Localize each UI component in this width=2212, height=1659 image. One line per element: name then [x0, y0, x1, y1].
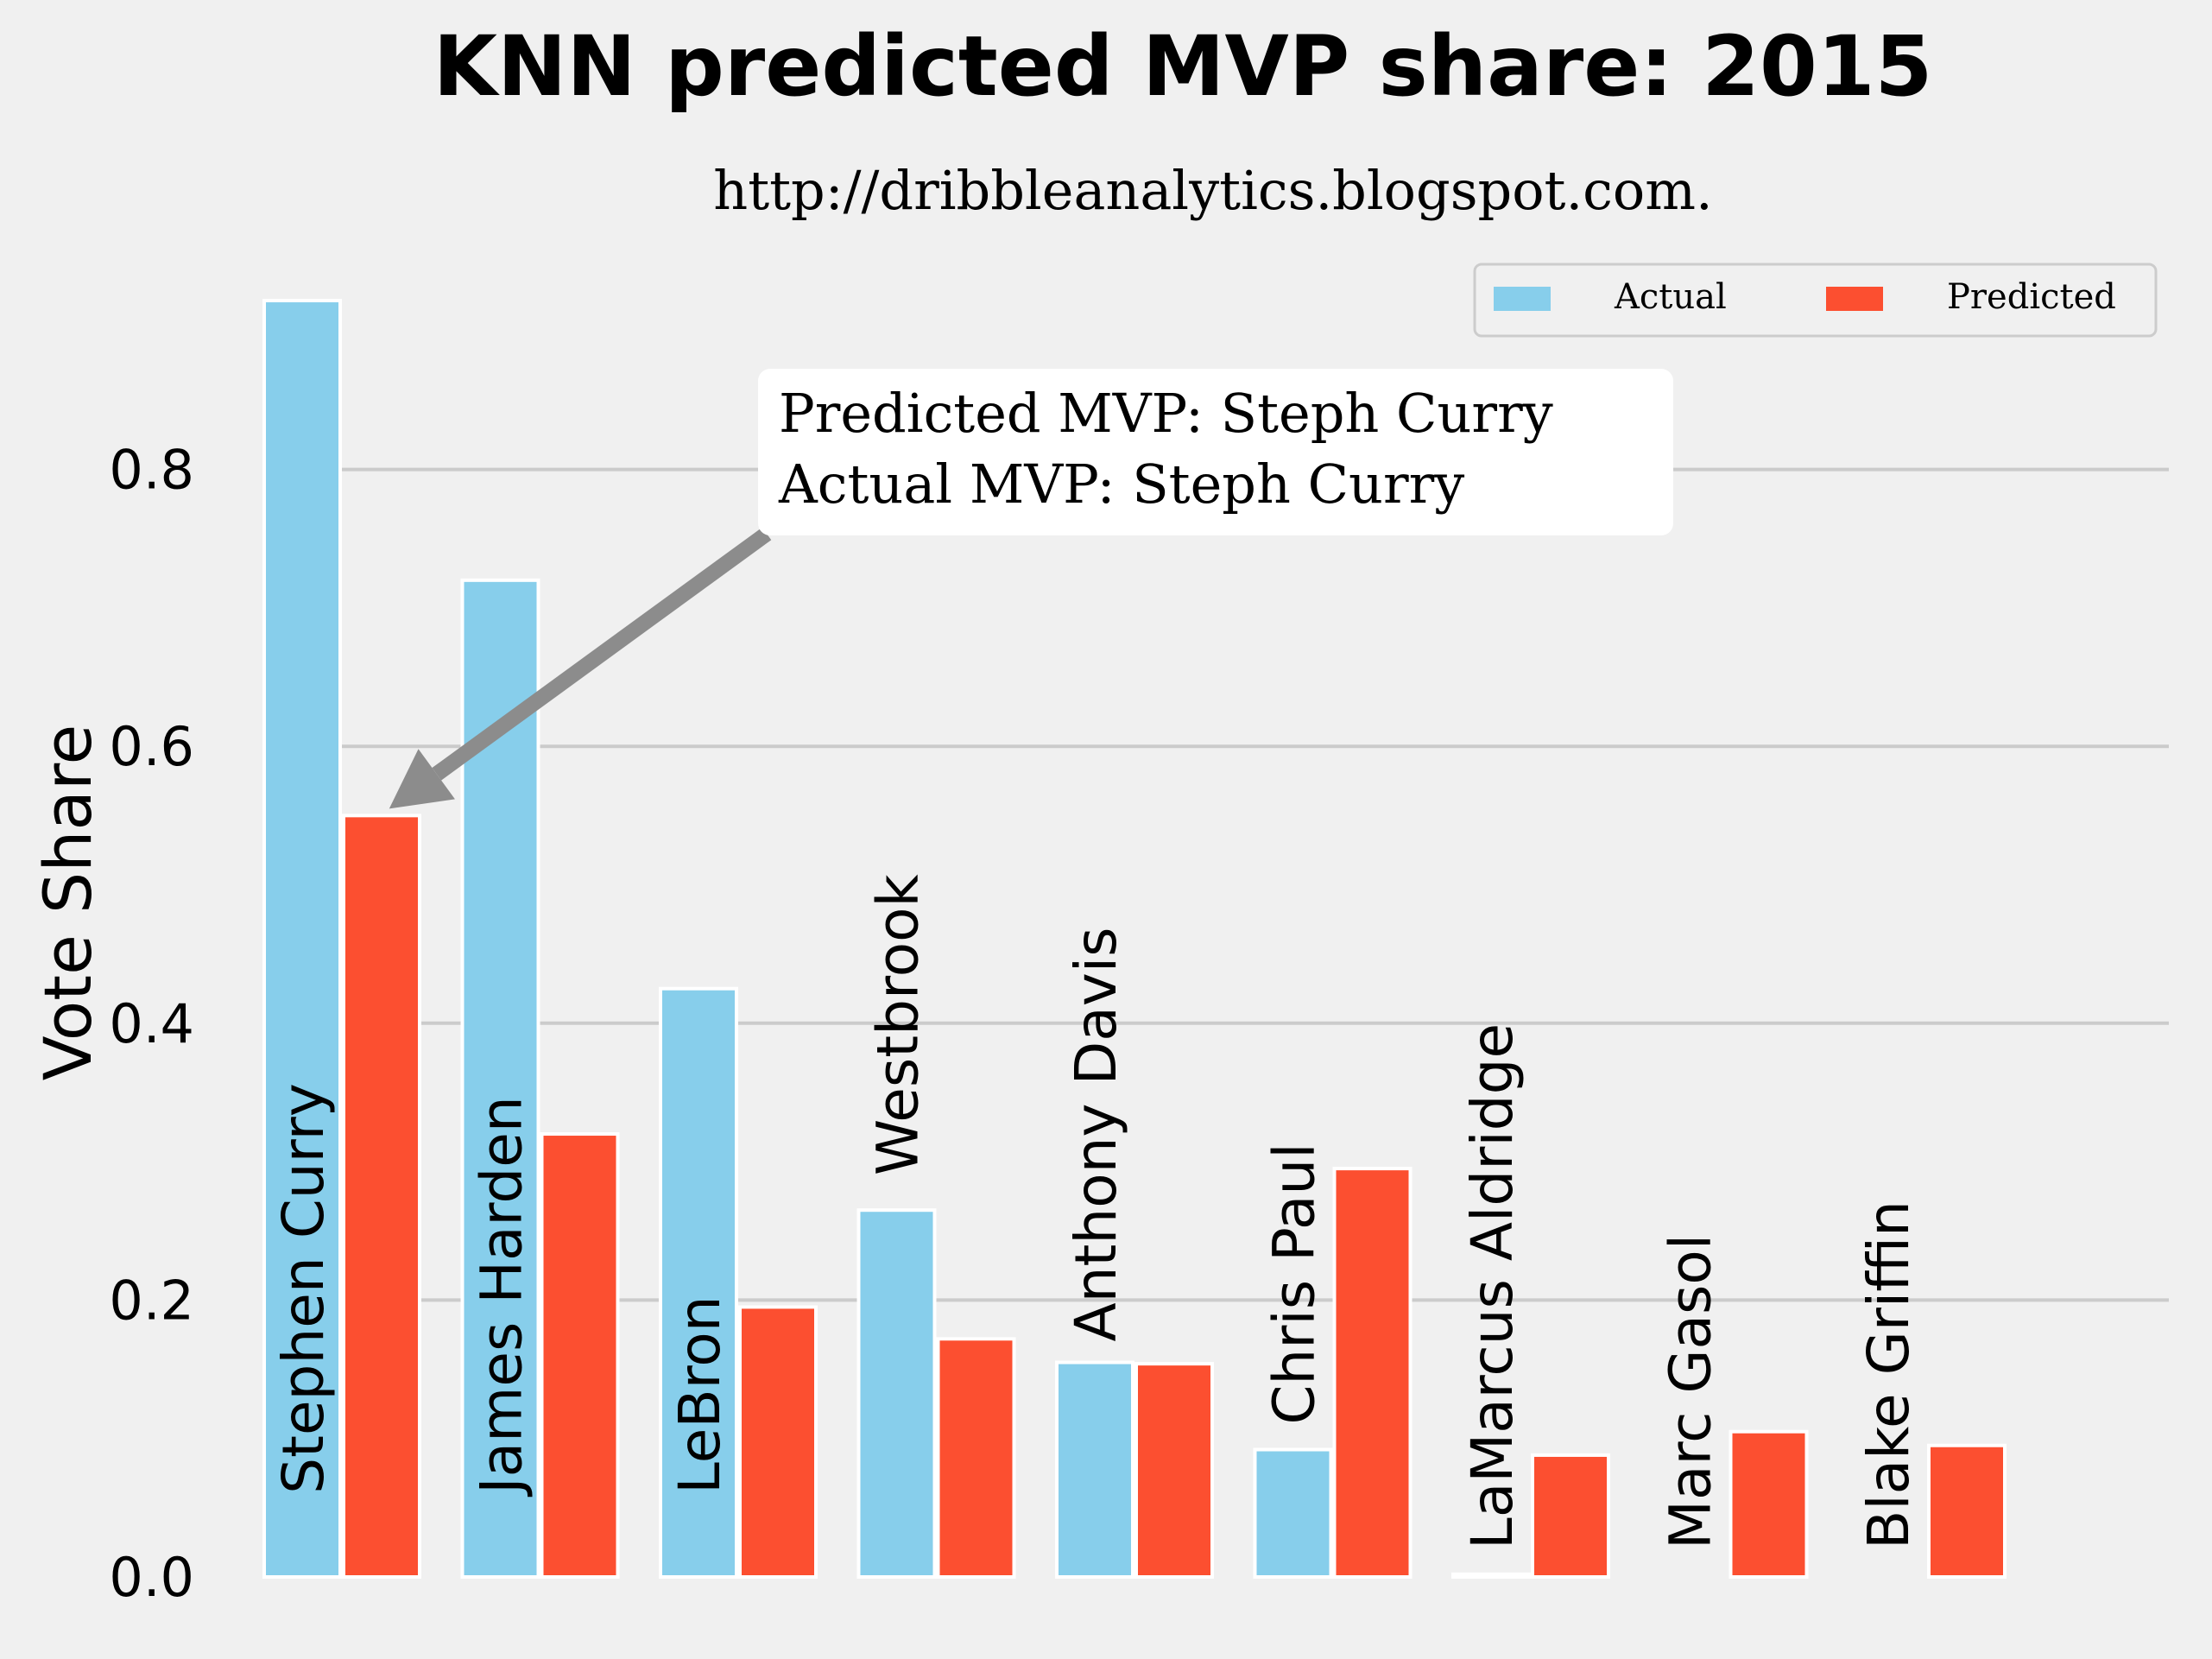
annotation-arrow-head — [389, 749, 455, 809]
bar-labels: Stephen Curry James Harden LeBron Westbrook… — [270, 874, 1922, 1549]
bar-actual — [1253, 1447, 1333, 1580]
annotation-text: Actual MVP: Steph Curry — [778, 453, 1464, 516]
bar-actual — [1055, 1360, 1134, 1580]
y-axis-ticks: 0.0 0.2 0.4 0.6 0.8 — [109, 439, 194, 1609]
annotation-box — [758, 369, 1673, 535]
y-axis-label: Vote Share — [29, 725, 106, 1081]
bars — [262, 299, 2007, 1580]
bar-predicted — [1134, 1362, 1214, 1579]
legend-label: Actual — [1614, 277, 1727, 317]
bar-predicted — [936, 1337, 1016, 1580]
legend-swatch — [1494, 287, 1551, 311]
category-label: James Harden — [469, 1096, 535, 1498]
bar-predicted — [1531, 1453, 1610, 1580]
bar-predicted — [540, 1132, 620, 1580]
category-label: LaMarcus Aldridge — [1459, 1023, 1526, 1549]
bar-predicted — [342, 814, 421, 1579]
annotation-arrow-shaft — [432, 527, 772, 781]
bar-predicted — [738, 1305, 818, 1580]
annotation: Predicted MVP: Steph Curry Actual MVP: St… — [389, 369, 1673, 809]
bar-actual — [659, 986, 738, 1579]
category-label: Chris Paul — [1261, 1143, 1328, 1424]
category-label: Marc Gasol — [1658, 1234, 1724, 1549]
annotation-text: Predicted MVP: Steph Curry — [779, 382, 1553, 445]
bar-actual — [1451, 1572, 1531, 1579]
legend-label: Predicted — [1947, 277, 2116, 317]
legend-box — [1473, 263, 2158, 338]
bar-predicted — [1927, 1443, 2007, 1579]
y-tick-label: 0.8 — [109, 439, 194, 502]
y-tick-label: 0.2 — [109, 1269, 194, 1332]
bar-actual — [856, 1208, 937, 1579]
bar-actual — [262, 299, 342, 1579]
category-label: Stephen Curry — [270, 1083, 337, 1494]
y-tick-label: 0.4 — [109, 992, 194, 1055]
legend-swatch — [1826, 287, 1883, 311]
bar-predicted — [1332, 1167, 1413, 1579]
category-label: Blake Griffin — [1855, 1200, 1922, 1549]
chart-subtitle: http://dribbleanalytics.blogspot.com. — [713, 159, 1712, 222]
category-label: LeBron — [667, 1295, 733, 1493]
category-label: Westbrook — [865, 874, 932, 1176]
bar-predicted — [1729, 1429, 1809, 1580]
y-tick-label: 0.0 — [109, 1546, 194, 1609]
chart-title: KNN predicted MVP share: 2015 — [433, 18, 1933, 115]
legend: Actual Predicted — [1473, 263, 2158, 338]
category-label: Anthony Davis — [1063, 928, 1129, 1342]
y-tick-label: 0.6 — [109, 715, 194, 778]
